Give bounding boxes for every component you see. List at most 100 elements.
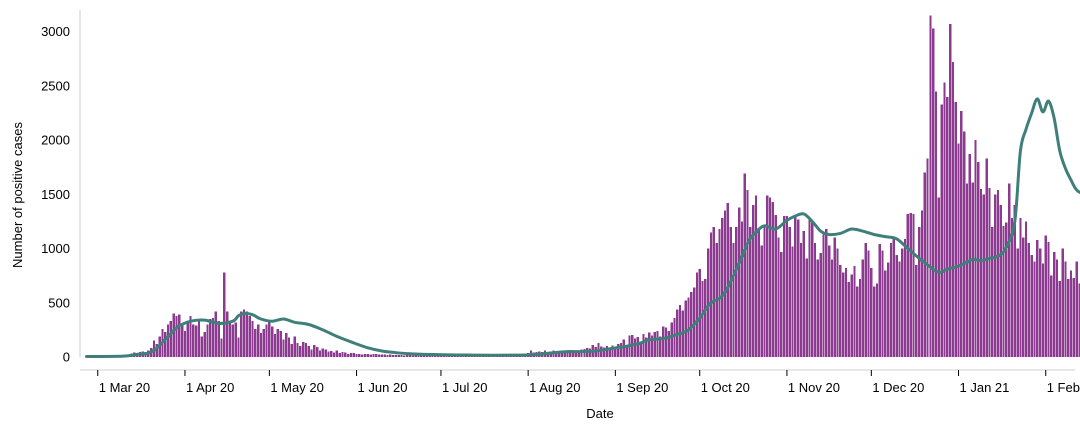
bar — [377, 354, 381, 357]
x-tick-label: 1 Mar 20 — [99, 380, 150, 395]
bar — [808, 219, 811, 357]
bar — [234, 322, 237, 357]
bar — [186, 321, 189, 357]
bar — [718, 229, 721, 357]
bar — [813, 243, 817, 357]
bar — [802, 231, 805, 357]
bar — [614, 347, 617, 357]
bar — [729, 226, 732, 358]
bar — [771, 201, 775, 357]
bar — [878, 244, 881, 357]
x-tick-label: 1 Oct 20 — [701, 380, 750, 395]
bar — [422, 355, 426, 357]
bar — [811, 221, 814, 357]
bar — [971, 182, 974, 357]
bar — [1022, 237, 1025, 357]
bar — [723, 210, 727, 357]
bar — [400, 355, 403, 357]
bar — [577, 350, 580, 357]
bar — [436, 355, 440, 357]
bar — [1036, 239, 1039, 357]
bar — [870, 268, 873, 357]
bar — [825, 229, 828, 357]
bar — [920, 210, 924, 357]
bar — [324, 349, 327, 357]
bar — [763, 226, 766, 358]
bar — [1061, 248, 1064, 357]
bar — [943, 82, 946, 358]
bar — [656, 330, 659, 357]
bar — [372, 353, 375, 357]
bar — [211, 317, 215, 357]
bar — [580, 349, 583, 357]
bar — [287, 337, 291, 357]
bar — [296, 342, 299, 357]
moving-average-line — [85, 97, 1080, 358]
bar — [653, 332, 656, 357]
bar — [650, 335, 654, 357]
bar — [1038, 248, 1042, 357]
bar — [670, 322, 673, 357]
bar — [754, 195, 758, 357]
bar — [1016, 248, 1019, 357]
bar — [774, 214, 777, 357]
bar — [830, 259, 834, 357]
bar — [1064, 261, 1067, 357]
bar — [248, 315, 251, 357]
bar — [271, 326, 274, 357]
bar — [166, 324, 170, 357]
bar — [746, 190, 749, 357]
bar — [439, 355, 443, 357]
bar — [428, 355, 431, 357]
bar — [189, 315, 192, 357]
bar — [600, 346, 603, 357]
bar — [743, 173, 746, 357]
bar — [557, 351, 561, 357]
bar — [434, 355, 437, 357]
bar — [273, 334, 277, 357]
bar — [1030, 255, 1033, 357]
y-tick-label: 500 — [48, 295, 70, 310]
bar — [673, 317, 676, 357]
bar — [791, 246, 794, 357]
bar — [178, 314, 181, 357]
x-tick-label: 1 May 20 — [270, 380, 323, 395]
bar — [251, 321, 254, 357]
bar — [709, 232, 713, 357]
bar — [836, 248, 839, 357]
bar — [782, 216, 786, 357]
bar — [321, 348, 324, 357]
bar — [996, 190, 1000, 357]
bar — [884, 270, 887, 357]
bar — [617, 343, 620, 357]
bar — [850, 274, 853, 357]
y-tick-label: 3000 — [41, 24, 70, 39]
bar — [200, 336, 203, 357]
bar — [752, 205, 755, 357]
bar — [338, 353, 341, 357]
bar — [341, 352, 344, 357]
bar — [889, 243, 893, 357]
bar — [195, 325, 198, 357]
bar — [664, 327, 668, 357]
bar — [555, 351, 558, 357]
bar — [431, 355, 434, 357]
bar — [923, 172, 926, 357]
bar — [633, 338, 637, 357]
x-tick-label: 1 Jul 20 — [442, 380, 488, 395]
y-tick-label: 1000 — [41, 241, 70, 256]
y-tick-label: 0 — [63, 350, 70, 365]
bar — [1058, 281, 1061, 357]
bar — [901, 248, 904, 357]
bar — [912, 213, 915, 357]
x-tick-label: 1 Nov 20 — [788, 380, 840, 395]
bar — [695, 272, 699, 357]
bar — [726, 203, 730, 357]
bar — [965, 183, 969, 357]
bar — [667, 330, 670, 357]
bar — [1047, 242, 1050, 357]
bar — [982, 194, 985, 357]
bar — [226, 311, 229, 357]
bar — [358, 354, 361, 357]
bar — [420, 355, 423, 357]
